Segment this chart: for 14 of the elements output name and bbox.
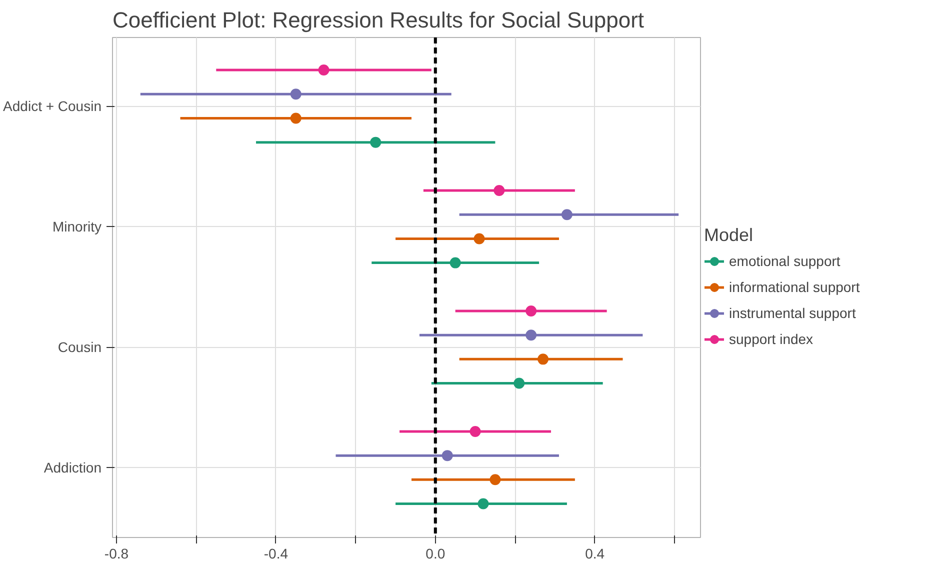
x-tick-label: 0.4 xyxy=(585,546,605,562)
legend-title: Model xyxy=(704,225,754,246)
y-tick-label: Addiction xyxy=(44,460,102,476)
chart-title: Coefficient Plot: Regression Results for Social Support xyxy=(112,8,644,32)
legend-label: support index xyxy=(729,331,814,347)
x-tick-label: -0.4 xyxy=(264,546,288,562)
legend-label: instrumental support xyxy=(729,305,856,321)
y-tick-label: Cousin xyxy=(58,339,102,356)
legend-label: informational support xyxy=(729,279,860,295)
y-tick-label: Minority xyxy=(52,218,102,235)
x-tick-label: -0.8 xyxy=(104,546,129,562)
legend-label: emotional support xyxy=(729,253,840,269)
y-tick-label: Addict + Cousin xyxy=(3,98,102,114)
x-tick-label: 0.0 xyxy=(426,546,446,562)
